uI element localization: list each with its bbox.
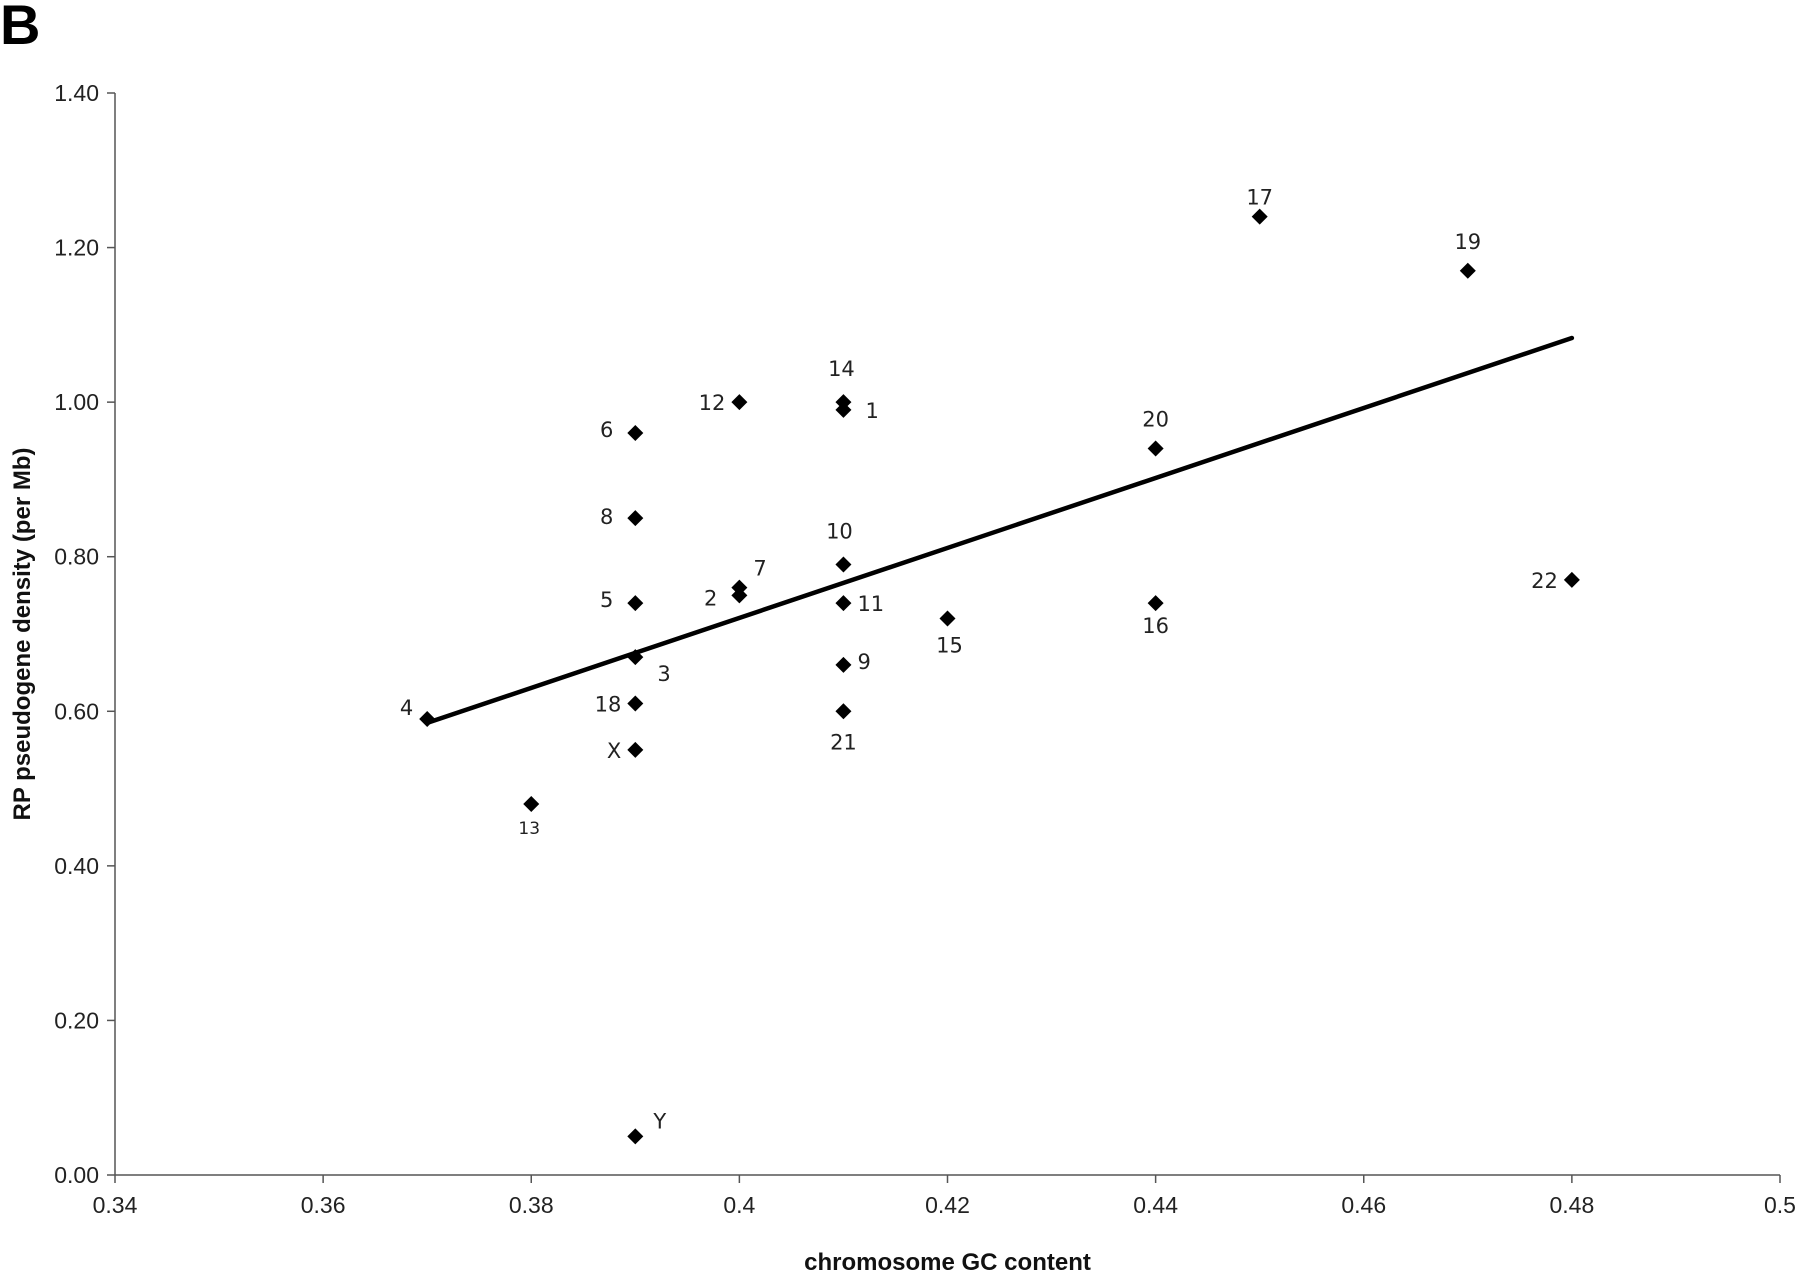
data-point-marker — [627, 510, 644, 527]
data-point-marker — [1147, 440, 1164, 457]
x-axis-title: chromosome GC content — [804, 1249, 1091, 1274]
data-point-label: 2 — [704, 586, 717, 610]
y-tick-label: 0.20 — [54, 1007, 99, 1033]
data-point-label: 4 — [400, 696, 413, 720]
data-point-marker — [627, 1128, 644, 1145]
data-point-marker — [835, 656, 852, 673]
data-point-label: 7 — [753, 557, 766, 581]
data-point-marker — [627, 595, 644, 612]
x-tick-label: 0.42 — [925, 1192, 970, 1218]
data-point-label: 15 — [936, 634, 963, 658]
data-point-marker — [419, 711, 436, 728]
data-point-label: 6 — [600, 418, 613, 442]
x-tick-label: 0.38 — [509, 1192, 554, 1218]
data-point-label: 14 — [828, 357, 855, 381]
data-point-label: 22 — [1531, 569, 1558, 593]
data-point-marker — [1147, 595, 1164, 612]
x-tick-label: 0.5 — [1764, 1192, 1796, 1218]
y-tick-label: 0.00 — [54, 1162, 99, 1188]
y-tick-label: 1.40 — [54, 80, 99, 106]
data-point-label: 17 — [1246, 186, 1273, 210]
y-tick-label: 1.20 — [54, 235, 99, 261]
data-point-label: 9 — [857, 650, 870, 674]
x-tick-label: 0.48 — [1549, 1192, 1594, 1218]
data-point-marker — [731, 394, 748, 411]
data-point-label: 5 — [600, 588, 613, 612]
data-point-marker — [627, 649, 644, 666]
data-point-label: 20 — [1142, 408, 1169, 432]
data-point-marker — [835, 703, 852, 720]
data-point-label: 21 — [830, 730, 857, 754]
x-tick-label: 0.34 — [93, 1192, 138, 1218]
data-point-marker — [627, 695, 644, 712]
data-point-label: 11 — [857, 592, 884, 616]
data-point-label: 8 — [600, 505, 613, 529]
y-tick-label: 0.60 — [54, 698, 99, 724]
data-point-label: 1 — [865, 399, 878, 423]
trendline — [424, 335, 1575, 726]
data-point-label: 3 — [657, 662, 670, 686]
x-tick-label: 0.44 — [1133, 1192, 1178, 1218]
data-point-label: 13 — [518, 819, 540, 839]
y-axis-title: RP pseudogene density (per Mb) — [9, 448, 36, 821]
data-point-marker — [731, 579, 748, 596]
data-point-label: 19 — [1454, 230, 1481, 254]
data-point-marker — [1459, 262, 1476, 279]
y-tick-label: 0.80 — [54, 544, 99, 570]
data-point-marker — [835, 595, 852, 612]
data-point-label: 12 — [699, 391, 726, 415]
data-point-marker — [523, 796, 540, 813]
data-point-label: Y — [652, 1109, 666, 1133]
data-point-marker — [939, 610, 956, 627]
trendline-group — [424, 335, 1575, 726]
x-tick-label: 0.36 — [301, 1192, 346, 1218]
data-point-label: 18 — [595, 693, 622, 717]
data-point-label: 16 — [1142, 614, 1169, 638]
data-point-marker — [627, 425, 644, 442]
y-tick-label: 1.00 — [54, 389, 99, 415]
x-tick-label: 0.4 — [723, 1192, 755, 1218]
data-point-label: 10 — [826, 519, 853, 543]
data-point-marker — [835, 394, 852, 411]
data-point-marker — [835, 556, 852, 573]
data-point-label: X — [607, 739, 621, 763]
y-tick-label: 0.40 — [54, 853, 99, 879]
data-point-marker — [1563, 571, 1580, 588]
data-point-marker — [627, 741, 644, 758]
panel-letter: B — [0, 0, 40, 56]
x-tick-label: 0.46 — [1341, 1192, 1386, 1218]
axis-ticks: 0.00 0.20 0.40 0.60 0.80 1.00 1.20 1.40 0.34 0.36… — [54, 80, 1796, 1218]
data-point-marker — [1251, 208, 1268, 225]
